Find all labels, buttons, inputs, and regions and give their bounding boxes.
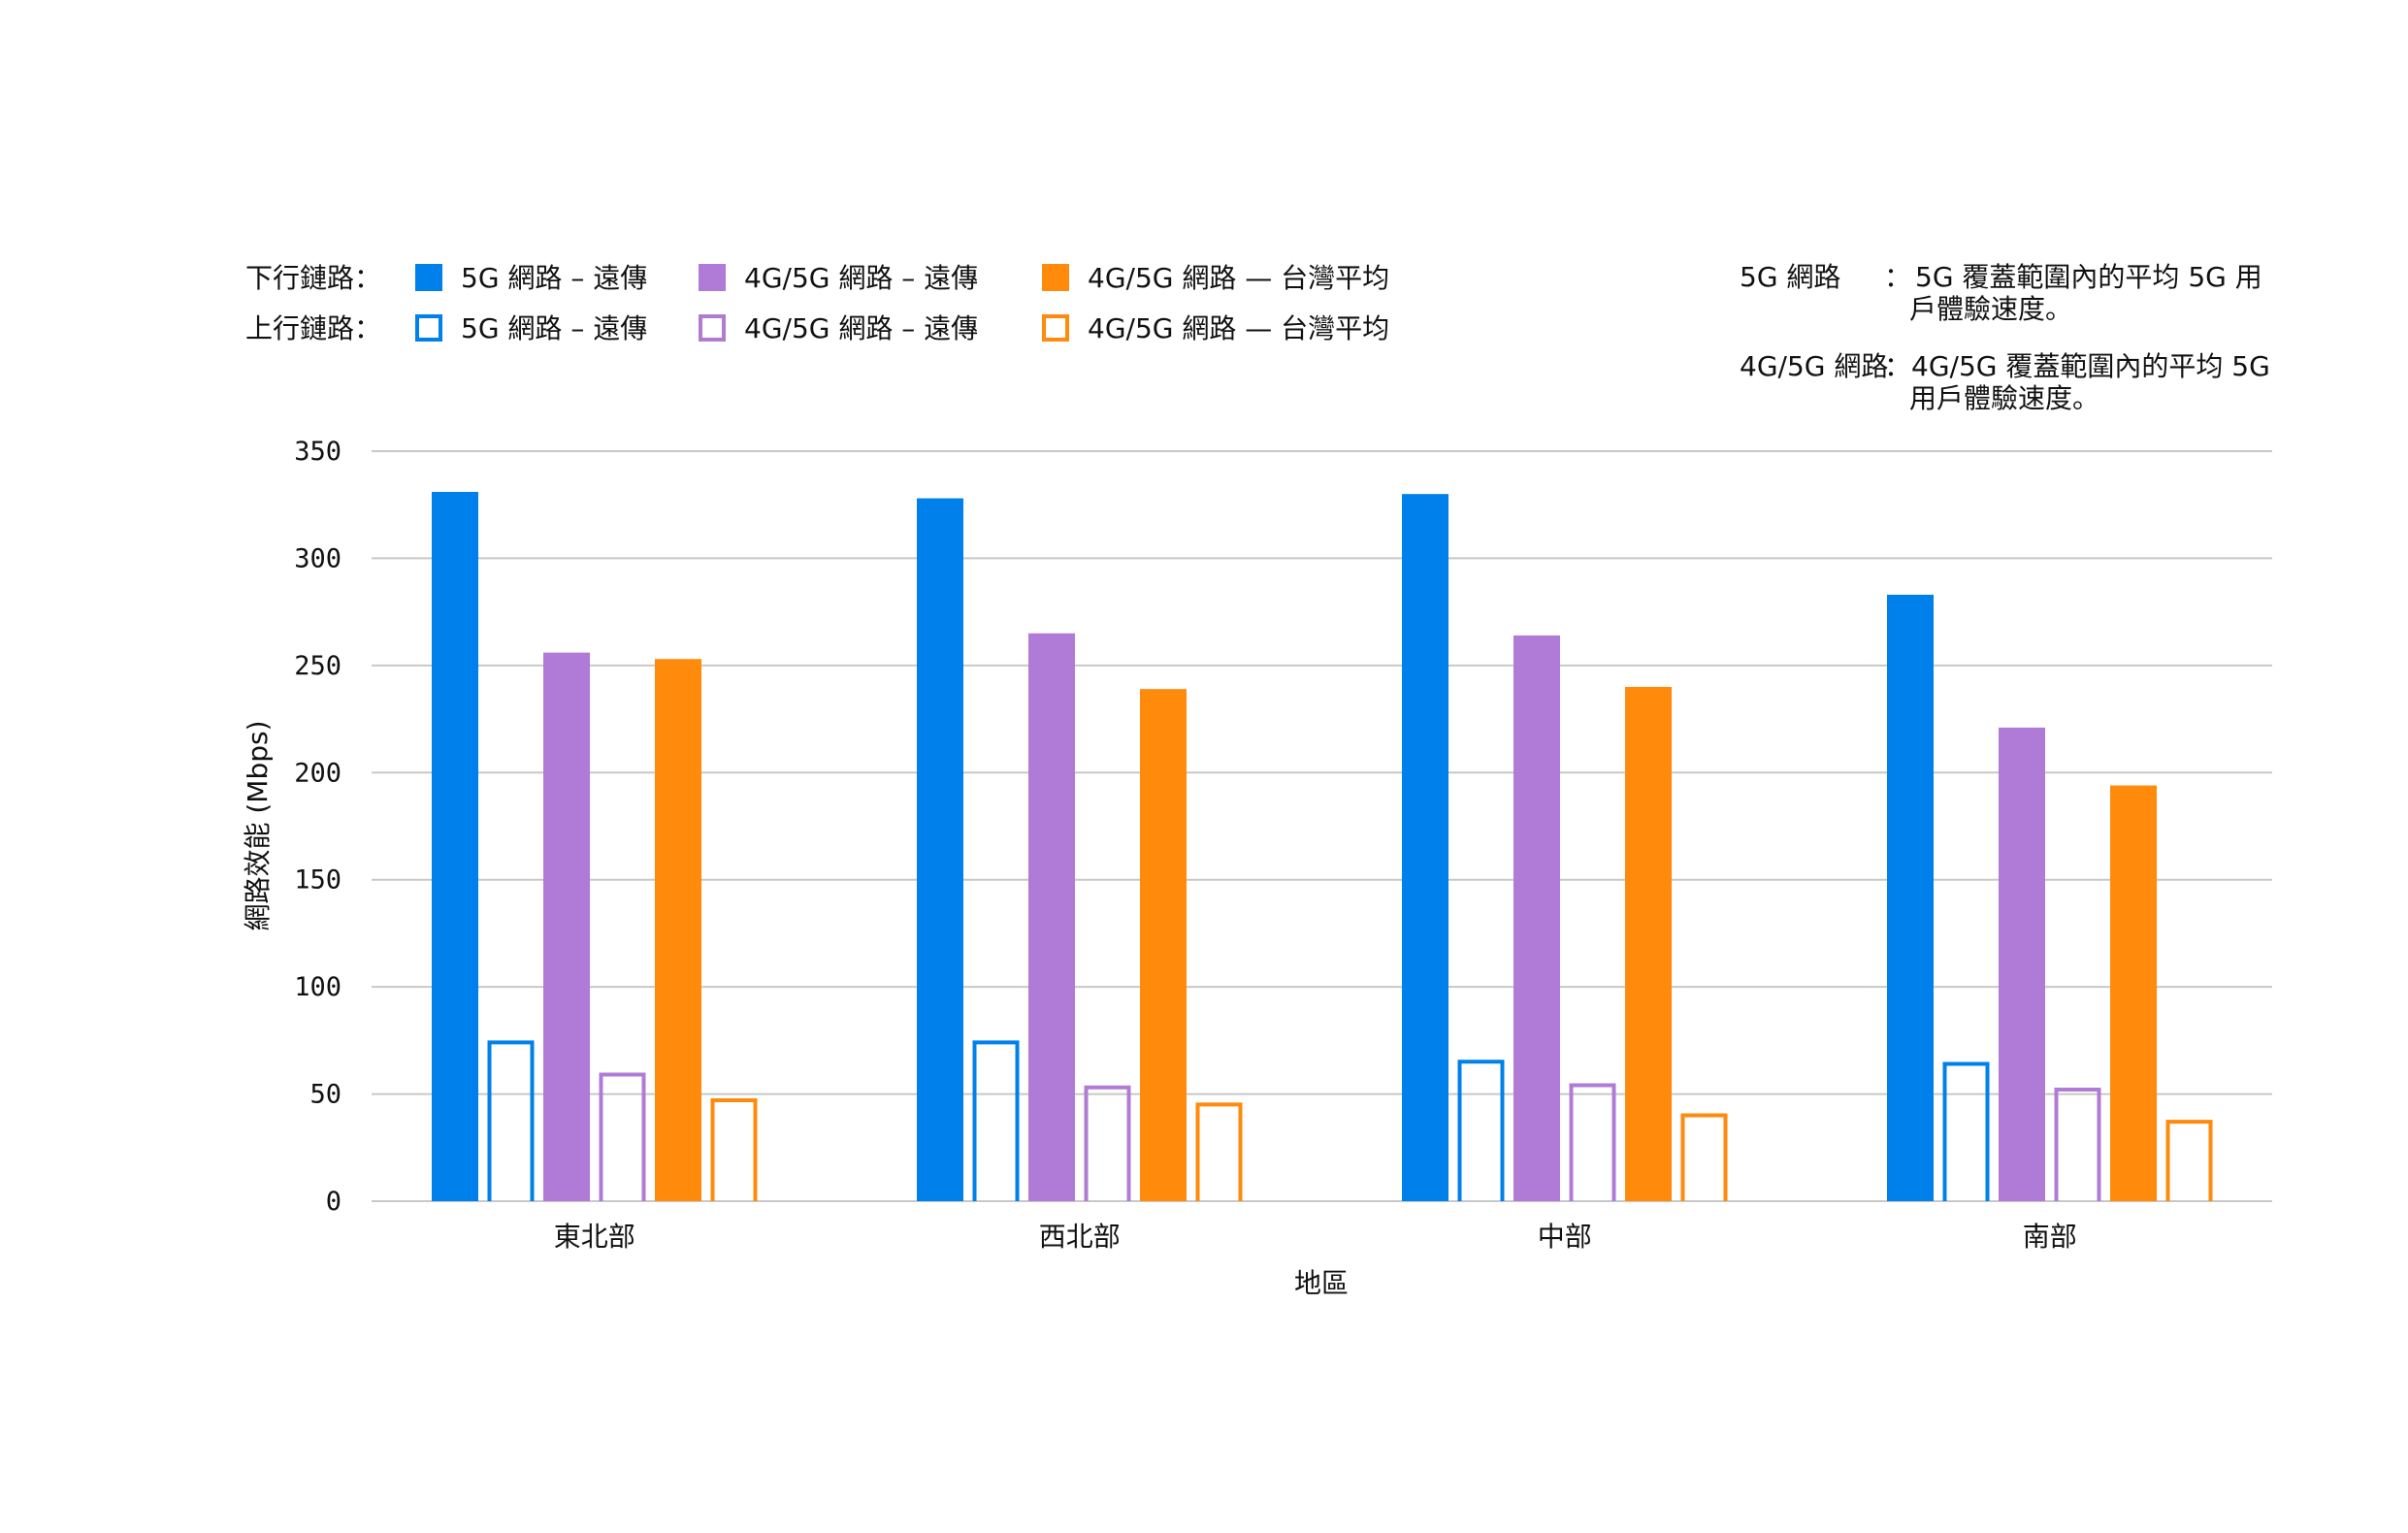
bar-upload [1569, 1083, 1616, 1201]
legend-swatch [1042, 264, 1069, 291]
y-tick-label: 50 [309, 1080, 342, 1110]
bar-download [1887, 594, 1934, 1201]
category-label: 東北部 [554, 1221, 635, 1253]
note-term-4g5g: 4G/5G 網路 [1740, 350, 1888, 382]
legend: 下行鏈路： 上行鏈路： 5G 網路 – 遠傳 4G/5G 網路 – 遠傳 4G/5G… [245, 262, 1389, 344]
bar-download [917, 498, 963, 1201]
category-label: 南部 [2023, 1221, 2077, 1253]
y-tick-label: 200 [294, 758, 342, 788]
legend-swatch [699, 264, 726, 291]
bar-download [543, 652, 590, 1201]
bar-download [1140, 689, 1187, 1201]
note-term-5g: 5G 網路 [1740, 261, 1840, 293]
bar-upload [1195, 1102, 1243, 1201]
note-line: 戶體驗速度。 [1909, 293, 2072, 325]
legend-swatch [1042, 314, 1069, 342]
legend-label: 4G/5G 網路 — 台灣平均 [1088, 262, 1389, 294]
legend-label: 4G/5G 網路 — 台灣平均 [1088, 312, 1389, 344]
note-sep-5g: ： [1884, 261, 1911, 293]
category-label: 中部 [1538, 1221, 1592, 1253]
y-tick-label: 350 [294, 437, 342, 467]
bar-download [1513, 635, 1560, 1201]
bar-download [1402, 494, 1448, 1202]
legend-swatch [415, 264, 442, 291]
bar-upload [1942, 1061, 1990, 1201]
bar-upload [2054, 1087, 2101, 1201]
bar-upload [710, 1097, 758, 1201]
y-tick-label: 0 [326, 1187, 342, 1217]
y-tick-label: 100 [294, 972, 342, 1002]
legend-swatch [415, 314, 442, 342]
bars [432, 491, 2213, 1202]
bar-download [655, 659, 701, 1201]
bar-upload [1084, 1085, 1131, 1201]
legend-download-label: 下行鏈路： [245, 262, 381, 294]
note-line: 5G 覆蓋範圍內的平均 5G 用 [1915, 261, 2262, 293]
bar-download [432, 491, 478, 1201]
legend-label: 4G/5G 網路 – 遠傳 [744, 262, 978, 294]
notes: 5G 網路 ： 5G 覆蓋範圍內的平均 5G 用 戶體驗速度。 4G/5G 網路… [1740, 261, 2270, 414]
bar-download [1625, 686, 1672, 1201]
note-line: 用戶體驗速度。 [1909, 382, 2099, 414]
bar-upload [487, 1040, 535, 1201]
y-axis-ticks: 0 50 100 150 200 250 300 350 [294, 437, 342, 1217]
note-sep-4g5g: ： [1884, 350, 1911, 382]
bar-upload [1457, 1060, 1505, 1201]
bar-download [2110, 785, 2157, 1201]
bar-download [1999, 727, 2045, 1201]
category-label: 西北部 [1039, 1221, 1121, 1253]
y-tick-label: 300 [294, 543, 342, 573]
legend-label: 5G 網路 – 遠傳 [461, 312, 647, 344]
note-line: 4G/5G 覆蓋範圍內的平均 5G [1911, 350, 2270, 382]
x-axis-ticks: 東北部 西北部 中部 南部 [554, 1221, 2077, 1253]
bar-upload [2165, 1120, 2213, 1201]
y-tick-label: 150 [294, 865, 342, 896]
bar-download [1028, 633, 1075, 1201]
legend-swatch [699, 314, 726, 342]
bar-upload [1680, 1113, 1728, 1201]
legend-label: 4G/5G 網路 – 遠傳 [744, 312, 978, 344]
legend-upload-label: 上行鏈路： [245, 312, 381, 344]
x-axis-label: 地區 [1294, 1267, 1349, 1299]
y-tick-label: 250 [294, 651, 342, 681]
bar-upload [972, 1040, 1020, 1201]
legend-label: 5G 網路 – 遠傳 [461, 262, 647, 294]
y-axis-label: 網路效能 (Mbps) [242, 720, 274, 930]
bar-upload [599, 1072, 646, 1201]
